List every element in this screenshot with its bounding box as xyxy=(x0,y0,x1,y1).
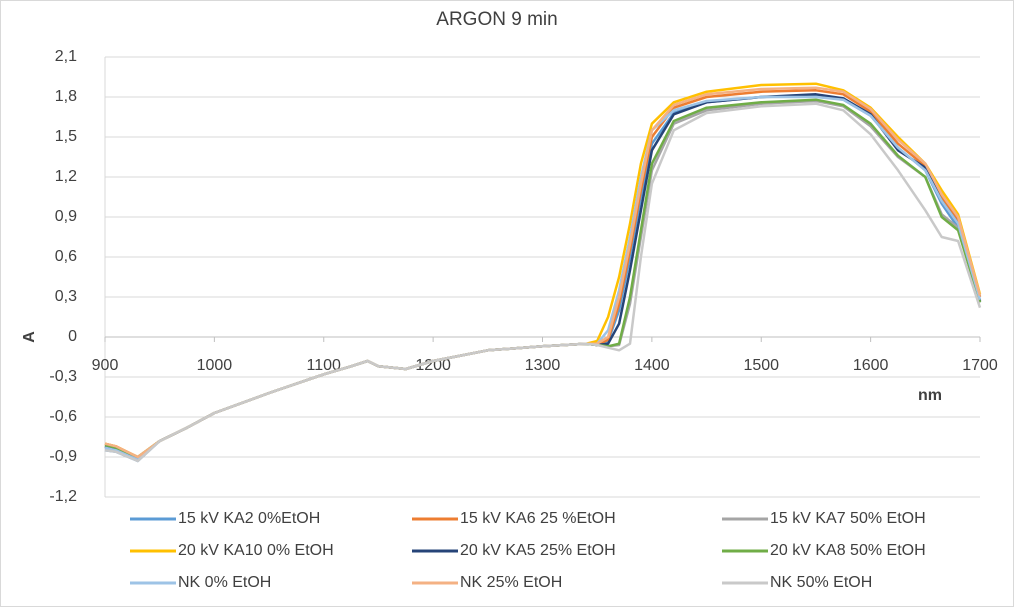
legend-label: 20 kV KA8 50% EtOH xyxy=(770,542,926,559)
x-tick-label: 1500 xyxy=(743,357,779,374)
y-tick-label: 0,9 xyxy=(55,208,77,225)
legend-label: NK 25% EtOH xyxy=(460,574,562,591)
x-axis-label: nm xyxy=(918,387,942,404)
legend-label: NK 50% EtOH xyxy=(770,574,872,591)
x-tick-label: 1100 xyxy=(307,357,342,374)
x-tick-label: 1600 xyxy=(853,357,889,374)
y-tick-label: -0,6 xyxy=(49,408,77,425)
y-tick-label: 1,8 xyxy=(55,88,77,105)
legend-label: 20 kV KA5 25% EtOH xyxy=(460,542,616,559)
y-tick-label: 0,3 xyxy=(55,288,77,305)
x-tick-label: 1200 xyxy=(415,357,451,374)
y-axis-label: A xyxy=(21,331,38,343)
y-tick-label: -0,3 xyxy=(49,368,77,385)
y-tick-label: 1,2 xyxy=(55,168,77,185)
chart-title: ARGON 9 min xyxy=(436,9,557,30)
legend-label: 15 kV KA2 0%EtOH xyxy=(178,510,320,527)
y-tick-label: -1,2 xyxy=(49,488,77,505)
y-tick-label: -0,9 xyxy=(49,448,77,465)
x-tick-label: 1300 xyxy=(525,357,561,374)
x-tick-label: 1700 xyxy=(962,357,998,374)
x-tick-label: 1000 xyxy=(197,357,233,374)
legend-label: NK 0% EtOH xyxy=(178,574,271,591)
x-tick-label: 1400 xyxy=(634,357,670,374)
legend-label: 15 kV KA6 25 %EtOH xyxy=(460,510,616,527)
y-tick-label: 0,6 xyxy=(55,248,77,265)
series-line xyxy=(104,102,982,463)
y-tick-label: 1,5 xyxy=(55,128,77,145)
legend-label: 15 kV KA7 50% EtOH xyxy=(770,510,926,527)
x-tick-label: 900 xyxy=(92,357,119,374)
y-tick-label: 0 xyxy=(68,328,77,345)
legend-label: 20 kV KA10 0% EtOH xyxy=(178,542,334,559)
y-tick-label: 2,1 xyxy=(55,48,77,65)
